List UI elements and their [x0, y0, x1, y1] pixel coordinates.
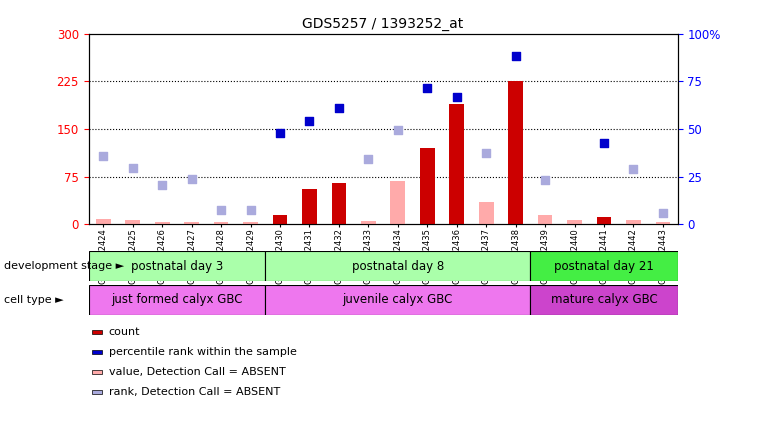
Bar — [626, 220, 641, 224]
Bar — [89, 251, 265, 281]
Text: rank, Detection Call = ABSENT: rank, Detection Call = ABSENT — [109, 387, 280, 397]
Point — [244, 207, 256, 214]
Point — [126, 165, 139, 172]
Point — [215, 207, 227, 214]
Bar — [508, 81, 523, 224]
Text: juvenile calyx GBC: juvenile calyx GBC — [343, 294, 453, 306]
Text: mature calyx GBC: mature calyx GBC — [551, 294, 658, 306]
Bar — [332, 183, 346, 224]
Point — [421, 85, 434, 91]
Bar — [273, 215, 287, 224]
Bar — [450, 104, 464, 224]
Text: value, Detection Call = ABSENT: value, Detection Call = ABSENT — [109, 367, 286, 377]
Bar — [361, 221, 376, 224]
Text: postnatal day 8: postnatal day 8 — [352, 260, 444, 272]
Bar — [479, 202, 494, 224]
Bar — [126, 220, 140, 224]
Point — [392, 127, 404, 134]
Bar — [214, 222, 229, 224]
Bar — [567, 220, 582, 224]
Bar — [265, 251, 531, 281]
Text: percentile rank within the sample: percentile rank within the sample — [109, 347, 296, 357]
Point — [510, 52, 522, 59]
Title: GDS5257 / 1393252_at: GDS5257 / 1393252_at — [303, 17, 464, 31]
Point — [657, 209, 669, 216]
Point — [333, 105, 345, 112]
Point — [97, 152, 109, 159]
Bar — [184, 222, 199, 224]
Bar — [243, 222, 258, 224]
Bar — [537, 215, 552, 224]
Point — [450, 94, 463, 101]
Bar — [531, 285, 678, 315]
Point — [598, 140, 610, 146]
Point — [186, 175, 198, 182]
Text: just formed calyx GBC: just formed calyx GBC — [111, 294, 243, 306]
Text: cell type ►: cell type ► — [4, 295, 63, 305]
Text: development stage ►: development stage ► — [4, 261, 124, 271]
Bar — [89, 285, 265, 315]
Point — [303, 118, 316, 124]
Bar — [597, 217, 611, 224]
Point — [539, 176, 551, 183]
Point — [480, 150, 492, 157]
Point — [628, 166, 640, 173]
Point — [156, 181, 169, 188]
Bar — [265, 285, 531, 315]
Text: count: count — [109, 327, 140, 337]
Bar — [155, 222, 169, 224]
Bar — [655, 222, 670, 224]
Point — [274, 130, 286, 137]
Text: postnatal day 21: postnatal day 21 — [554, 260, 654, 272]
Text: postnatal day 3: postnatal day 3 — [131, 260, 223, 272]
Bar — [531, 251, 678, 281]
Bar — [302, 190, 316, 224]
Bar — [420, 148, 434, 224]
Bar — [96, 219, 111, 224]
Bar — [390, 181, 405, 224]
Point — [362, 156, 374, 163]
